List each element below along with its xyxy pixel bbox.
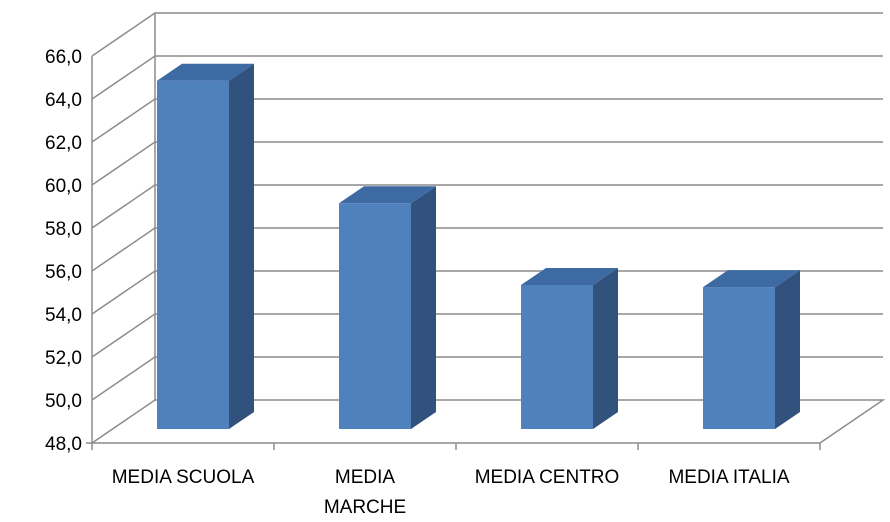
chart-floor	[89, 399, 886, 444]
bar-3	[521, 267, 618, 429]
axes	[86, 13, 886, 450]
y-tick-label: 48,0	[45, 434, 82, 455]
category-label-line: MEDIA SCUOLA	[112, 467, 255, 488]
category-label-line: MARCHE	[324, 497, 406, 518]
bar-front	[157, 80, 229, 429]
category-label-line: MEDIA ITALIA	[668, 467, 789, 488]
bar-front	[339, 203, 411, 429]
bar-1	[157, 63, 254, 429]
y-tick-label: 62,0	[45, 133, 82, 154]
bar-side	[411, 186, 436, 429]
bar-2	[339, 186, 436, 429]
y-tick-labels: 48,0 50,0 52,0 54,0 56,0 58,0 60,0 62,0 64,0 66,0	[45, 47, 82, 455]
bar-4	[703, 270, 800, 429]
y-tick-label: 60,0	[45, 176, 82, 197]
y-tick-label: 52,0	[45, 348, 82, 369]
bar-side	[593, 267, 618, 429]
category-label: MEDIA MARCHE	[324, 467, 406, 518]
bar-top	[157, 63, 254, 81]
category-label: MEDIA ITALIA	[668, 467, 789, 488]
bars	[157, 63, 800, 429]
y-tick-label: 54,0	[45, 305, 82, 326]
bar-side	[229, 63, 254, 429]
category-label: MEDIA CENTRO	[475, 467, 620, 488]
category-label-line: MEDIA	[335, 467, 396, 488]
gridline	[91, 12, 883, 57]
y-tick-label: 64,0	[45, 90, 82, 111]
category-label: MEDIA SCUOLA	[112, 467, 255, 488]
y-tick-label: 66,0	[45, 47, 82, 68]
bar-top	[703, 270, 800, 288]
category-labels: MEDIA SCUOLA MEDIA MARCHE MEDIA CENTRO MEDIA…	[112, 467, 790, 518]
bar-side	[775, 270, 800, 429]
bar-front	[703, 287, 775, 429]
category-label-line: MEDIA CENTRO	[475, 467, 620, 488]
y-tick-label: 50,0	[45, 391, 82, 412]
bar-front	[521, 284, 593, 429]
bar-top	[339, 186, 436, 204]
bar-top	[521, 267, 618, 285]
y-tick-label: 56,0	[45, 262, 82, 283]
y-tick-label: 58,0	[45, 219, 82, 240]
